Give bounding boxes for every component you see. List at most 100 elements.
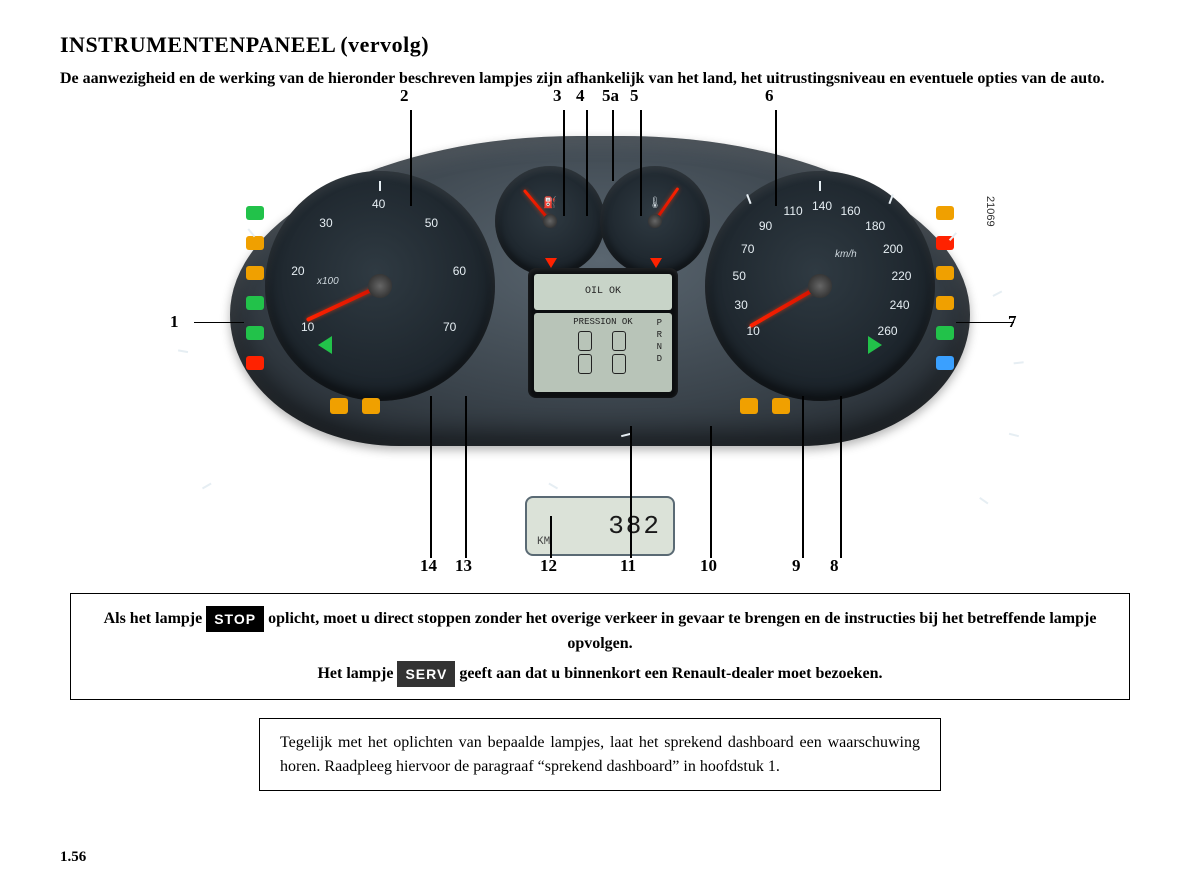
- gauge-tick-label: 180: [865, 219, 885, 233]
- page-subtitle: De aanwezigheid en de werking van de hie…: [60, 68, 1140, 90]
- warning-light-icon: [246, 206, 264, 220]
- gear-indicator: PRND: [657, 317, 662, 365]
- gauge-tick-label: 30: [319, 216, 332, 230]
- gauge-tick-label: 110: [784, 204, 803, 218]
- gauge-tick-label: 70: [741, 242, 754, 256]
- callout-number: 5: [630, 86, 639, 106]
- leader-line: [775, 110, 777, 206]
- page-title: INSTRUMENTENPANEEL: [60, 32, 336, 57]
- warning-icon: [330, 398, 348, 414]
- info-box: Tegelijk met het oplichten van bepaalde …: [259, 718, 941, 790]
- callout-number: 1: [170, 312, 179, 332]
- callout-number: 14: [420, 556, 437, 576]
- fuel-warning-marker: [545, 258, 557, 268]
- lcd-tire-pressure: PRESSION OK PRND: [534, 313, 672, 392]
- warning-line2-post: geeft aan dat u binnenkort een Renault-d…: [459, 665, 882, 682]
- callout-number: 5a: [602, 86, 619, 106]
- leader-line: [956, 322, 1014, 324]
- callout-number: 9: [792, 556, 801, 576]
- gauge-tick-label: 10: [746, 324, 759, 338]
- speedo-hub: [808, 274, 832, 298]
- tacho-unit: x100: [317, 276, 339, 287]
- lcd-pressure-label: PRESSION OK: [573, 317, 632, 327]
- leader-line: [586, 110, 588, 216]
- leader-line: [710, 426, 712, 558]
- speedo-bottom-icons: [740, 398, 790, 414]
- warning-light-icon: [246, 296, 264, 310]
- leader-line: [410, 110, 412, 206]
- gauge-tick-label: 140: [812, 199, 832, 213]
- page-title-suffix: (vervolg): [340, 32, 429, 57]
- gauge-tick-label: 240: [890, 298, 910, 312]
- warning-light-icon: [936, 356, 954, 370]
- warning-line1-pre: Als het lampje: [104, 609, 207, 626]
- leader-line: [840, 396, 842, 558]
- fuel-hub: [543, 214, 557, 228]
- gauge-tick-label: 30: [734, 298, 747, 312]
- tacho-bottom-icons: [330, 398, 380, 414]
- gauge-tick-label: 160: [840, 204, 860, 218]
- tire-pressure-graphic: [578, 331, 628, 374]
- stop-badge: STOP: [206, 606, 264, 632]
- leader-line: [465, 396, 467, 558]
- warning-icon: [740, 398, 758, 414]
- gauge-tick-label: 220: [891, 269, 911, 283]
- temp-hub: [648, 214, 662, 228]
- instrument-diagram: 21069 x100 10203040506070 km/h 103050709…: [60, 96, 1140, 581]
- turn-signal-right-icon: [868, 336, 882, 354]
- tire-icon: [578, 331, 592, 351]
- tachometer: x100 10 20 30 40 50 60 70: [265, 171, 495, 401]
- instrument-cluster: 21069 x100 10203040506070 km/h 103050709…: [230, 136, 970, 446]
- callout-number: 3: [553, 86, 562, 106]
- warning-light-icon: [246, 266, 264, 280]
- fuel-pump-icon: ⛽: [543, 196, 557, 209]
- gauge-tick-label: 50: [425, 216, 438, 230]
- odometer-unit: KM: [537, 536, 550, 548]
- callout-number: 4: [576, 86, 585, 106]
- warning-line1-post: oplicht, moet u direct stoppen zonder he…: [268, 609, 1096, 651]
- warning-light-icon: [246, 356, 264, 370]
- leader-line: [612, 110, 614, 181]
- gauge-tick-label: 200: [883, 242, 903, 256]
- figure-reference: 21069: [984, 196, 996, 227]
- serv-badge: SERV: [397, 661, 455, 687]
- tire-icon: [612, 331, 626, 351]
- gauge-tick-label: 40: [372, 197, 385, 211]
- warning-line2-pre: Het lampje: [317, 665, 397, 682]
- callout-number: 12: [540, 556, 557, 576]
- center-display: OIL OK PRESSION OK PRND: [528, 268, 678, 398]
- warning-light-icon: [246, 236, 264, 250]
- leader-line: [640, 110, 642, 216]
- warning-light-icon: [246, 326, 264, 340]
- coolant-temp-icon: 🌡: [648, 196, 662, 209]
- warning-light-icon: [936, 326, 954, 340]
- warning-box: Als het lampje STOP oplicht, moet u dire…: [70, 593, 1130, 701]
- callout-number: 13: [455, 556, 472, 576]
- odometer-display: KM 382: [525, 496, 675, 556]
- gear-letter: P: [657, 317, 662, 329]
- temp-warning-marker: [650, 258, 662, 268]
- gauge-tick-label: 70: [443, 320, 456, 334]
- tacho-hub: [368, 274, 392, 298]
- warning-light-icon: [936, 206, 954, 220]
- gauge-tick-label: 50: [733, 269, 746, 283]
- callout-number: 2: [400, 86, 409, 106]
- speedometer: km/h 1030507090110140160180200220240260: [705, 171, 935, 401]
- turn-signal-left-icon: [318, 336, 332, 354]
- gauge-tick-label: 60: [453, 264, 466, 278]
- gear-letter: D: [657, 353, 662, 365]
- gear-letter: R: [657, 329, 662, 341]
- leader-line: [194, 322, 244, 324]
- warning-light-icon: [936, 266, 954, 280]
- odometer-value: 382: [608, 511, 661, 541]
- gauge-tick-label: 20: [291, 264, 304, 278]
- leader-line: [802, 396, 804, 558]
- leader-line: [430, 396, 432, 558]
- tire-icon: [612, 354, 626, 374]
- gear-letter: N: [657, 341, 662, 353]
- leader-line: [550, 516, 552, 558]
- callout-number: 6: [765, 86, 774, 106]
- gauge-tick-label: 10: [301, 320, 314, 334]
- page-number: 1.56: [60, 849, 86, 866]
- warning-icon: [772, 398, 790, 414]
